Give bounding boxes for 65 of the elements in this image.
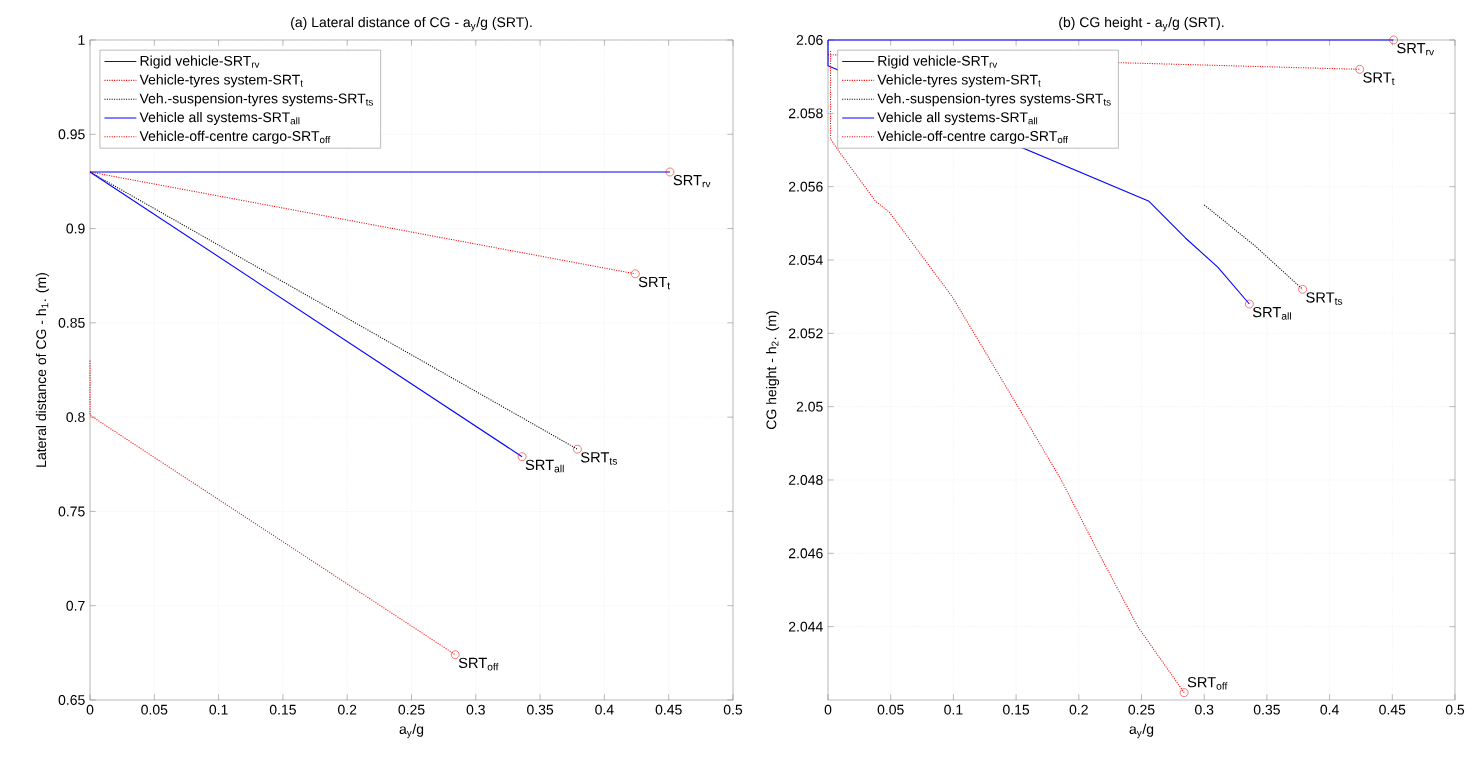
y-tick-label: 2.044 — [788, 621, 823, 632]
annotation: SRT$_{ts}$ — [1306, 292, 1343, 305]
x-tick-label: 0.35 — [1253, 704, 1280, 715]
annotation: SRT$_{t}$ — [1363, 72, 1395, 85]
x-tick-label: 0.3 — [1195, 704, 1214, 715]
legend-label: Vehicle-off-centre cargo-SRT$_{off}$ — [139, 130, 331, 144]
y-tick-label: 1 — [78, 35, 85, 45]
y-tick-label: 2.052 — [788, 328, 823, 339]
y-tick-label: 2.058 — [788, 108, 823, 119]
legend-label: Vehicle-tyres system-SRT$_{t}$ — [877, 74, 1041, 88]
legend-label: Veh.-suspension-tyres systems-SRT$_{ts}$ — [139, 93, 373, 107]
y-tick-label: 2.048 — [788, 475, 823, 485]
annotation: SRT$_{off}$ — [458, 657, 499, 671]
x-tick-label: 0 — [86, 704, 94, 715]
annotation: SRT$_{ts}$ — [581, 452, 618, 465]
chart-title: (a) Lateral distance of CG - a$_{y}$/g (SRT). — [291, 16, 532, 32]
y-tick-label: 2.046 — [788, 548, 823, 559]
y-tick-label: 0.95 — [58, 129, 85, 140]
legend-label: Rigid vehicle-SRT$_{rv}$ — [140, 55, 260, 69]
annotation: SRT$_{t}$ — [638, 276, 671, 290]
legend-label: Veh.-suspension-tyres systems-SRT$_{ts}$ — [877, 93, 1111, 107]
y-tick-label: 0.75 — [58, 506, 85, 517]
y-tick-label: 0.8 — [66, 412, 85, 423]
x-axis-title: a$_{y}$/g — [399, 723, 424, 739]
x-tick-label: 0.25 — [398, 704, 425, 715]
y-tick-label: 2.06 — [796, 35, 823, 45]
legend-label: Vehicle all systems-SRT$_{all}$ — [139, 111, 300, 125]
x-tick-label: 0.5 — [723, 704, 743, 715]
y-tick-label: 2.05 — [796, 401, 823, 412]
x-tick-label: 0.1 — [209, 704, 228, 715]
x-tick-label: 0.4 — [1320, 704, 1339, 715]
annotation: SRT$_{rv}$ — [673, 174, 711, 188]
x-tick-label: 0.4 — [595, 704, 614, 715]
annotation: SRT$_{all}$ — [1252, 306, 1291, 320]
legend-label: Vehicle-tyres system-SRT$_{t}$ — [139, 74, 303, 88]
y-tick-label: 0.7 — [66, 600, 85, 611]
legend-label: Vehicle all systems-SRT$_{all}$ — [877, 111, 1038, 125]
x-tick-label: 0.3 — [466, 704, 485, 715]
x-tick-label: 0.25 — [1128, 704, 1155, 715]
x-tick-label: 0.1 — [944, 704, 963, 715]
y-tick-label: 0.9 — [66, 223, 85, 234]
x-tick-label: 0.15 — [1003, 704, 1030, 715]
annotation: SRT$_{off}$ — [1187, 676, 1228, 690]
x-tick-label: 0.2 — [1069, 704, 1088, 715]
x-tick-label: 0.15 — [269, 704, 296, 715]
x-tick-label: 0.5 — [1445, 704, 1465, 715]
y-axis-title: CG height - h$_{2}$. (m) — [766, 311, 780, 429]
x-tick-label: 0.05 — [877, 704, 904, 715]
y-tick-label: 0.65 — [58, 695, 85, 705]
legend-label: Rigid vehicle-SRT$_{rv}$ — [878, 55, 998, 69]
x-tick-label: 0.05 — [141, 704, 168, 715]
x-tick-label: 0.2 — [338, 704, 357, 715]
annotation: SRT$_{rv}$ — [1397, 42, 1435, 56]
x-axis-title: a$_{y}$/g — [1129, 723, 1154, 739]
y-axis-title: Lateral distance of CG - h$_{1}$. (m) — [35, 273, 49, 467]
x-tick-label: 0.35 — [527, 704, 554, 715]
y-tick-label: 0.85 — [58, 317, 85, 328]
y-tick-label: 2.054 — [788, 255, 823, 265]
chart-title: (b) CG height - a$_{y}$/g (SRT). — [1059, 16, 1224, 32]
x-tick-label: 0.45 — [655, 704, 682, 715]
annotation: SRT$_{all}$ — [525, 459, 564, 473]
legend-label: Vehicle-off-centre cargo-SRT$_{off}$ — [877, 130, 1069, 144]
y-tick-label: 2.056 — [788, 181, 823, 192]
x-tick-label: 0 — [824, 704, 832, 715]
x-tick-label: 0.45 — [1379, 704, 1406, 715]
